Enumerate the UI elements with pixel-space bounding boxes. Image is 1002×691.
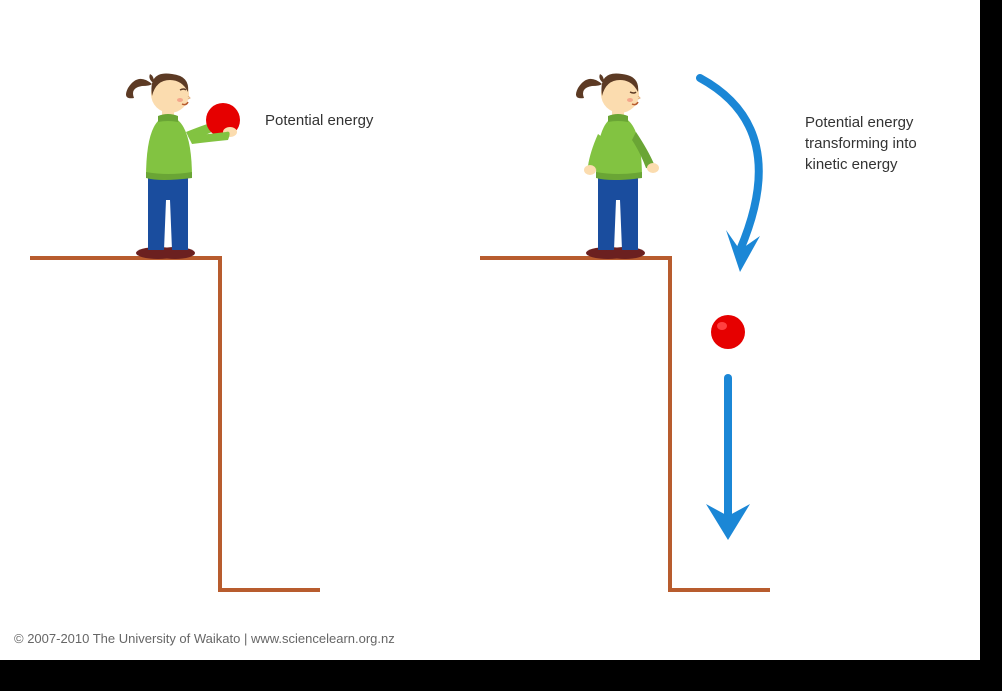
ball-highlight (717, 322, 727, 330)
panel-potential-energy (0, 0, 490, 600)
girl-holding-ball (126, 73, 225, 259)
girl-released-ball (576, 73, 659, 259)
label-kinetic-energy: Potential energy transforming into kinet… (805, 112, 917, 175)
ball-falling (711, 315, 745, 349)
label-line-2: transforming into (805, 135, 917, 152)
label-potential-energy: Potential energy (265, 112, 373, 129)
scene-right (440, 0, 1000, 610)
panel-kinetic-energy (440, 0, 930, 600)
label-line-3: kinetic energy (805, 156, 898, 173)
arrow-curved (700, 78, 760, 272)
arrow-straight (706, 378, 750, 540)
scene-left (0, 0, 490, 610)
diagram-canvas: Potential energy Potential energy transf… (0, 0, 980, 660)
label-line-1: Potential energy (805, 114, 913, 131)
copyright-text: © 2007-2010 The University of Waikato | … (14, 631, 395, 646)
platform-left (30, 258, 320, 590)
